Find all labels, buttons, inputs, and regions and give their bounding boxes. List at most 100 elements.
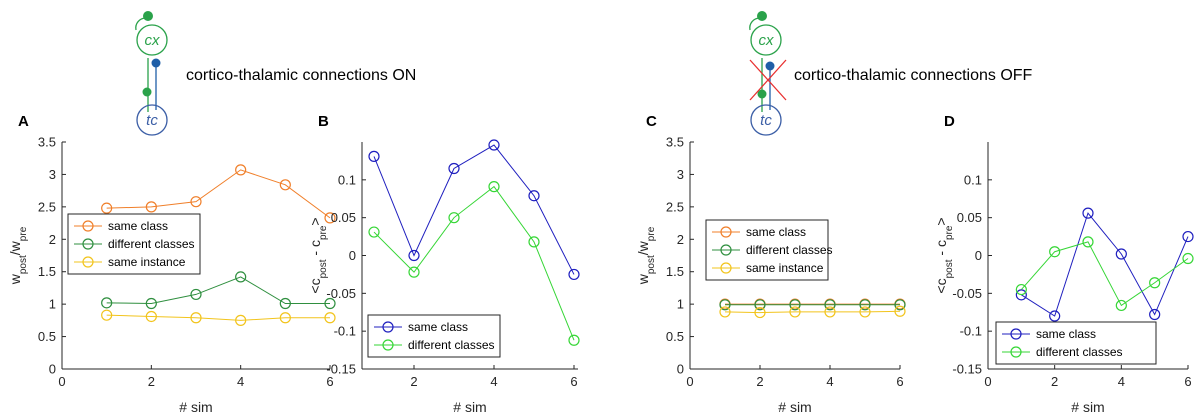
panel-letter: B <box>318 113 329 130</box>
cx-self-loop <box>135 17 147 31</box>
data-point <box>448 162 460 175</box>
data-point <box>101 202 113 214</box>
data-point <box>101 297 113 309</box>
legend-label: same instance <box>108 255 186 269</box>
data-point <box>488 181 500 193</box>
legend-label: same class <box>746 225 806 239</box>
data-point <box>1149 277 1161 289</box>
data-point <box>1182 252 1194 265</box>
x-axis-label: # sim <box>179 399 212 415</box>
y-tick-label: 3 <box>49 167 56 182</box>
data-point <box>824 306 836 318</box>
y-tick-label: 2 <box>49 232 56 247</box>
data-point <box>719 299 731 311</box>
schematic-off: cx tc cortico-thalamic connections OFF <box>749 11 1033 136</box>
data-point <box>488 139 500 151</box>
x-tick-label: 2 <box>148 374 155 389</box>
tc-label: tc <box>760 112 772 129</box>
legend-marker <box>720 262 732 274</box>
y-tick-label: -0.1 <box>960 324 982 339</box>
data-point <box>235 164 247 176</box>
data-point <box>894 305 906 317</box>
panel-letter: C <box>646 113 657 130</box>
cx-self-loop <box>749 17 761 31</box>
y-tick-label: -0.15 <box>326 362 356 377</box>
y-tick-label: -0.05 <box>952 286 982 301</box>
y-axis-label: <cpost - cpre> <box>307 217 329 293</box>
cx-self-synapse <box>757 11 767 21</box>
x-tick-label: 6 <box>1184 374 1191 389</box>
data-point <box>448 212 460 224</box>
data-point <box>1115 248 1127 260</box>
data-point <box>1049 310 1061 322</box>
data-point <box>1082 236 1094 248</box>
y-tick-label: 3.5 <box>666 135 684 150</box>
cx-self-synapse <box>143 11 153 21</box>
tc-to-cx-synapse <box>765 61 775 71</box>
legend-label: same class <box>108 219 168 233</box>
data-point <box>528 190 540 202</box>
data-point <box>324 312 336 324</box>
panel-letter: A <box>18 113 29 130</box>
data-point <box>101 309 113 321</box>
data-point <box>279 179 291 191</box>
data-point <box>190 288 202 301</box>
data-point <box>145 310 157 323</box>
x-axis-label: # sim <box>778 399 811 415</box>
data-point <box>568 268 580 281</box>
series-line <box>724 310 901 314</box>
y-tick-label: 0.1 <box>964 172 982 187</box>
x-tick-label: 0 <box>686 374 693 389</box>
x-tick-label: 4 <box>490 374 497 389</box>
legend-marker <box>720 226 732 238</box>
y-axis-label: <cpost - cpre> <box>933 217 955 293</box>
data-point <box>1149 308 1161 321</box>
data-point <box>279 297 291 310</box>
series-line <box>373 144 575 275</box>
y-tick-label: 0 <box>349 248 356 263</box>
y-tick-label: 2 <box>677 232 684 247</box>
legend-label: different classes <box>746 243 833 257</box>
y-tick-label: 3.5 <box>38 135 56 150</box>
y-tick-label: 0 <box>49 362 56 377</box>
cx-node <box>750 24 782 56</box>
x-tick-label: 2 <box>1051 374 1058 389</box>
data-point <box>324 297 336 310</box>
y-tick-label: 0 <box>677 362 684 377</box>
data-point <box>324 212 336 224</box>
panel-letter: D <box>944 113 955 130</box>
legend-label: different classes <box>408 338 495 352</box>
data-point <box>190 196 202 208</box>
data-point <box>1049 246 1061 258</box>
legend-marker <box>82 256 94 268</box>
tc-node <box>136 104 168 136</box>
data-point <box>1082 207 1094 219</box>
data-point <box>145 297 157 310</box>
tc-label: tc <box>146 112 158 129</box>
x-tick-label: 6 <box>896 374 903 389</box>
data-point <box>1182 230 1194 243</box>
data-point <box>145 201 157 213</box>
legend-label: different classes <box>1036 345 1123 359</box>
data-point <box>568 334 580 346</box>
x-axis-label: # sim <box>453 399 486 415</box>
data-point <box>408 249 420 262</box>
y-axis-label: wpost/wpre <box>7 226 29 285</box>
y-tick-label: 2.5 <box>666 199 684 214</box>
legend-box <box>995 321 1157 365</box>
data-point <box>824 299 836 311</box>
y-tick-label: 1.5 <box>666 264 684 279</box>
y-tick-label: 0.1 <box>338 172 356 187</box>
x-tick-label: 2 <box>756 374 763 389</box>
data-point <box>368 150 380 162</box>
tc-to-cx-synapse <box>151 58 161 68</box>
legend-marker <box>382 339 394 351</box>
data-point <box>235 314 247 326</box>
cx-label: cx <box>145 32 161 49</box>
y-tick-label: 3 <box>677 167 684 182</box>
x-axis-label: # sim <box>1071 399 1104 415</box>
data-point <box>754 306 766 319</box>
cx-to-tc-synapse <box>757 89 767 99</box>
legend-marker <box>82 238 94 250</box>
